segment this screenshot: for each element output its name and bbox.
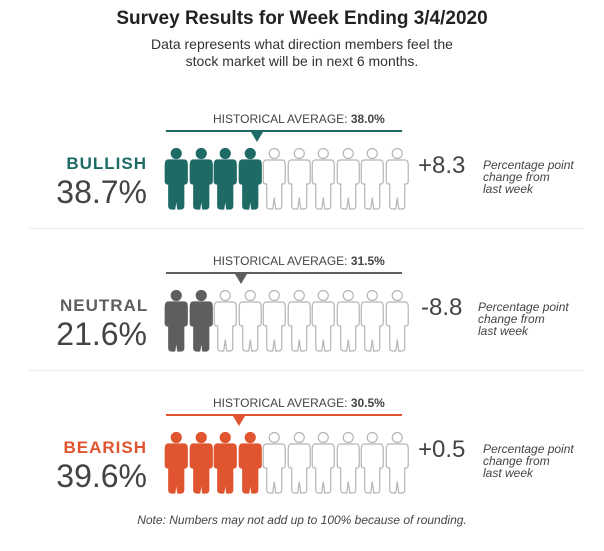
change-value: -8.8: [421, 294, 463, 321]
row-divider: [28, 228, 584, 229]
historical-average-label: HISTORICAL AVERAGE: 30.5%: [213, 396, 385, 410]
person-icon-outline: [262, 147, 287, 215]
historical-average-line: [166, 130, 402, 132]
person-icon-outline: [385, 289, 410, 357]
person-icon-filled: [164, 289, 189, 357]
person-icon-outline: [287, 431, 312, 499]
row-neutral: HISTORICAL AVERAGE: 31.5% NEUTRAL 21.6% -8.…: [0, 254, 604, 394]
category-percentage: 21.6%: [56, 316, 147, 352]
person-icon-outline: [360, 289, 385, 357]
chart-subtitle: Data represents what direction members f…: [120, 36, 484, 70]
person-icon-outline: [262, 431, 287, 499]
row-divider: [28, 370, 584, 371]
chart-title: Survey Results for Week Ending 3/4/2020: [116, 8, 488, 29]
change-description-line-2: change from: [483, 454, 550, 468]
person-icon-filled: [189, 147, 214, 215]
historical-average-label: HISTORICAL AVERAGE: 31.5%: [213, 254, 385, 268]
historical-average-line: [166, 414, 402, 416]
historical-average-line: [166, 272, 402, 274]
person-icon-outline: [360, 147, 385, 215]
historical-average-marker: [251, 132, 264, 142]
change-description-line-1: Percentage point: [483, 158, 574, 172]
category-percentage: 39.6%: [56, 458, 147, 494]
change-description: Percentage point change from last week: [483, 159, 593, 195]
change-description-line-3: last week: [483, 182, 534, 196]
person-icon-filled: [189, 289, 214, 357]
subtitle-line-2: stock market will be in next 6 months.: [185, 53, 419, 69]
category-label: BULLISH: [66, 154, 147, 173]
change-description-line-2: change from: [483, 170, 550, 184]
person-icon-filled: [213, 147, 238, 215]
person-icon-filled: [164, 431, 189, 499]
historical-average-value: 30.5%: [350, 396, 385, 410]
historical-average-value: 31.5%: [350, 254, 385, 268]
person-icon-outline: [336, 431, 361, 499]
change-description-line-1: Percentage point: [478, 300, 569, 314]
person-icon-outline: [311, 289, 336, 357]
change-description: Percentage point change from last week: [478, 301, 588, 337]
change-description-line-3: last week: [483, 466, 534, 480]
change-description: Percentage point change from last week: [483, 443, 593, 479]
person-icon-outline: [287, 147, 312, 215]
footnote: Note: Numbers may not add up to 100% bec…: [137, 513, 467, 527]
person-icon-outline: [311, 147, 336, 215]
person-icon-filled: [164, 147, 189, 215]
category-label: BEARISH: [63, 438, 147, 457]
change-description-line-1: Percentage point: [483, 442, 574, 456]
historical-average-prefix: HISTORICAL AVERAGE:: [213, 396, 351, 410]
person-icon-outline: [238, 289, 263, 357]
person-icon-filled: [213, 431, 238, 499]
change-value: +8.3: [418, 152, 466, 179]
person-icon-filled: [238, 431, 263, 499]
person-icon-outline: [213, 289, 238, 357]
historical-average-label: HISTORICAL AVERAGE: 38.0%: [213, 112, 385, 126]
historical-average-prefix: HISTORICAL AVERAGE:: [213, 254, 351, 268]
person-icon-outline: [385, 147, 410, 215]
person-icon-outline: [360, 431, 385, 499]
change-description-line-2: change from: [478, 312, 545, 326]
person-icon-filled: [238, 147, 263, 215]
row-bullish: HISTORICAL AVERAGE: 38.0% BULLISH 38.7% +8.…: [0, 112, 604, 252]
row-bearish: HISTORICAL AVERAGE: 30.5% BEARISH 39.6% +0.…: [0, 396, 604, 536]
historical-average-marker: [235, 274, 248, 284]
historical-average-marker: [232, 416, 245, 426]
person-icon-outline: [385, 431, 410, 499]
category-percentage: 38.7%: [56, 174, 147, 210]
change-value: +0.5: [418, 436, 466, 463]
category-label: NEUTRAL: [60, 296, 149, 315]
change-description-line-3: last week: [478, 324, 529, 338]
subtitle-line-1: Data represents what direction members f…: [151, 36, 453, 52]
person-icon-outline: [262, 289, 287, 357]
person-icon-outline: [336, 147, 361, 215]
person-icon-outline: [287, 289, 312, 357]
historical-average-prefix: HISTORICAL AVERAGE:: [213, 112, 351, 126]
historical-average-value: 38.0%: [350, 112, 385, 126]
person-icon-filled: [189, 431, 214, 499]
person-icon-outline: [336, 289, 361, 357]
person-icon-outline: [311, 431, 336, 499]
